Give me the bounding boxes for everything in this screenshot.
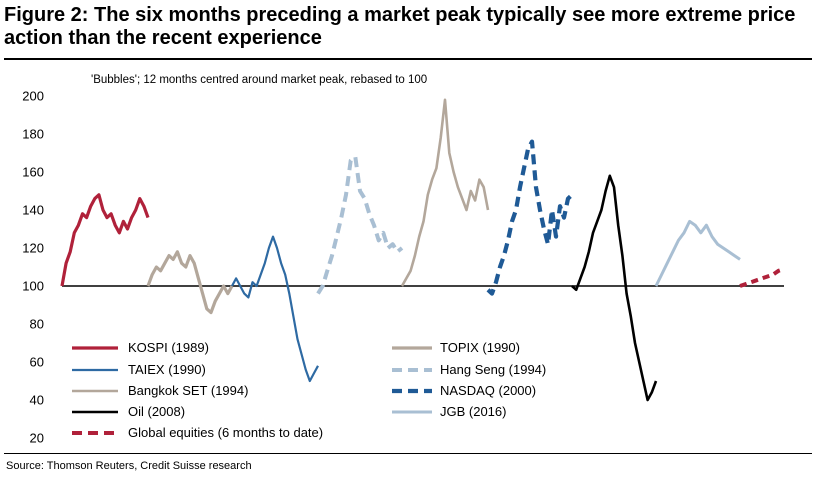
- y-tick-label: 180: [22, 127, 44, 142]
- series-line-3: [231, 235, 319, 383]
- source-rule: [4, 453, 812, 454]
- legend-label: Bangkok SET (1994): [128, 383, 248, 398]
- series-line-5: [400, 98, 490, 287]
- series-line-9: [739, 267, 785, 288]
- legend-label: NASDAQ (2000): [440, 383, 536, 398]
- title-rule: [4, 58, 812, 60]
- y-tick-label: 40: [30, 393, 44, 408]
- source-note: Source: Thomson Reuters, Credit Suisse r…: [6, 460, 252, 472]
- y-tick-label: 120: [22, 241, 44, 256]
- chart-subtitle: 'Bubbles'; 12 months centred around mark…: [91, 74, 427, 86]
- legend-label: KOSPI (1989): [128, 340, 209, 355]
- y-tick-label: 60: [30, 355, 44, 370]
- y-tick-label: 20: [30, 431, 44, 446]
- series-line-1: [60, 193, 150, 287]
- y-tick-label: 200: [22, 89, 44, 104]
- y-tick-label: 80: [30, 317, 44, 332]
- series-line-4: [316, 154, 404, 295]
- legend-label: TOPIX (1990): [440, 340, 520, 355]
- y-tick-label: 140: [22, 203, 44, 218]
- series-line-7: [571, 174, 658, 402]
- y-tick-label: 100: [22, 279, 44, 294]
- series-line-6: [486, 139, 574, 296]
- legend-label: Hang Seng (1994): [440, 362, 546, 377]
- y-axis: 200 180 160 140 120 100 80 60 40 20: [22, 89, 44, 446]
- legend-label: Global equities (6 months to date): [128, 425, 323, 440]
- figure-title: Figure 2: The six months preceding a mar…: [4, 4, 796, 49]
- legend-label: TAIEX (1990): [128, 362, 206, 377]
- legend: KOSPI (1989) TAIEX (1990) Bangkok SET (199…: [72, 340, 546, 440]
- series-line-2: [146, 250, 234, 315]
- series-line-8: [654, 219, 741, 287]
- y-tick-label: 160: [22, 165, 44, 180]
- series-layer: [60, 98, 785, 402]
- legend-label: Oil (2008): [128, 404, 185, 419]
- legend-label: JGB (2016): [440, 404, 506, 419]
